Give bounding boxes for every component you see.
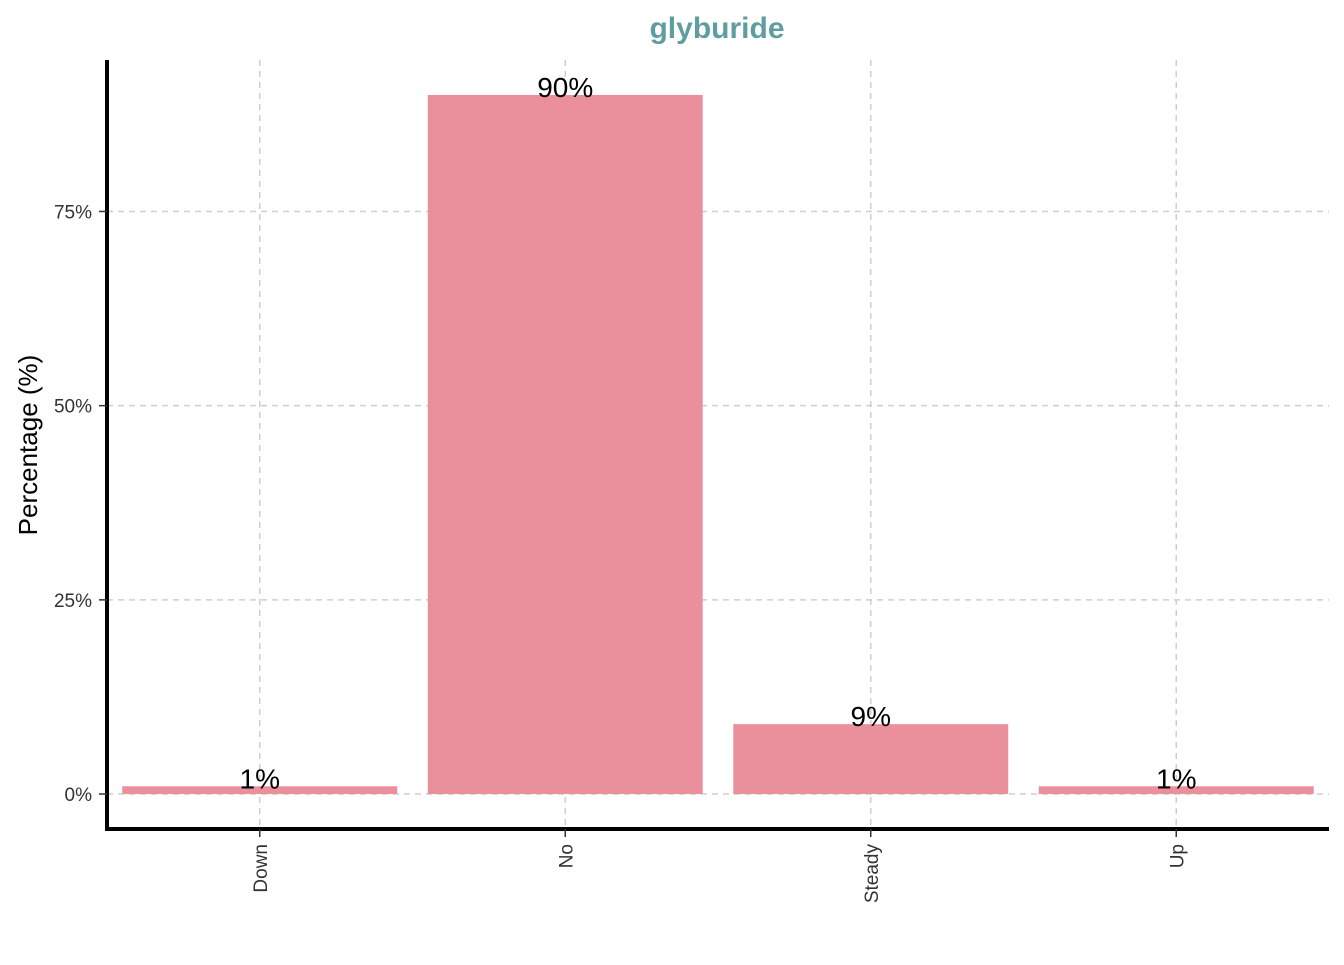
y-tick-label: 25%	[54, 591, 92, 612]
bar-down	[122, 786, 398, 795]
data-label-steady: 9%	[851, 701, 891, 732]
y-axis-label: Percentage (%)	[13, 355, 43, 536]
y-tick-label: 50%	[54, 397, 92, 418]
bar-up	[1038, 786, 1314, 795]
bar-steady	[733, 724, 1009, 795]
y-tick-labels: 0% 25% 50% 75%	[54, 202, 107, 806]
axes	[105, 60, 1329, 831]
bar-no	[427, 94, 703, 795]
x-tick-label: Down	[251, 844, 272, 893]
data-label-down: 1%	[240, 763, 280, 794]
x-tick-label: Steady	[862, 844, 883, 904]
bars	[122, 94, 1314, 795]
y-tick-label: 0%	[65, 785, 93, 806]
data-labels: 1% 90% 9% 1%	[240, 72, 1197, 794]
chart-title: glyburide	[649, 12, 784, 45]
x-tick-labels: Down No Steady Up	[251, 829, 1188, 904]
grid-lines	[107, 60, 1329, 829]
data-label-up: 1%	[1156, 763, 1196, 794]
y-tick-label: 75%	[54, 202, 92, 223]
x-tick-label: Up	[1167, 844, 1188, 868]
data-label-no: 90%	[537, 72, 593, 103]
x-tick-label: No	[556, 844, 577, 868]
